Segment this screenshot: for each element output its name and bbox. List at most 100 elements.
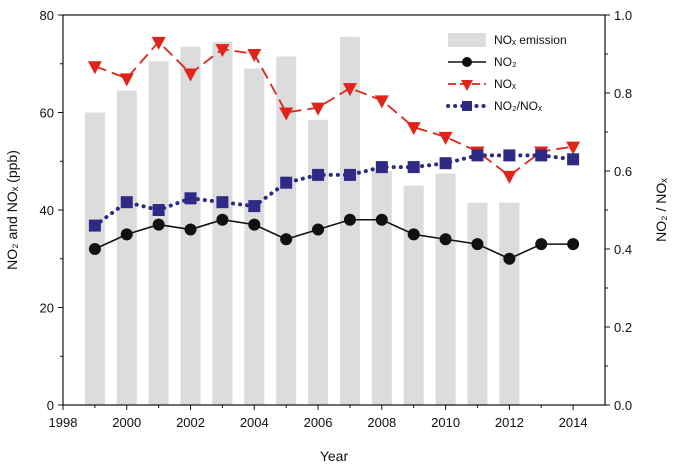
marker-square bbox=[120, 196, 133, 209]
line-series-3 bbox=[88, 149, 580, 232]
marker-square bbox=[462, 101, 472, 111]
marker-circle bbox=[375, 213, 388, 226]
marker-square bbox=[343, 168, 356, 181]
bar bbox=[276, 56, 297, 405]
marker-circle bbox=[216, 213, 229, 226]
marker-circle bbox=[535, 238, 548, 251]
marker-circle bbox=[88, 243, 101, 255]
series-line bbox=[94, 40, 574, 178]
bar bbox=[148, 61, 169, 405]
marker-circle bbox=[503, 252, 516, 265]
x-tick-label: 2002 bbox=[176, 415, 205, 430]
y-left-tick-label: 60 bbox=[40, 106, 54, 121]
marker-square bbox=[535, 149, 548, 162]
marker-circle bbox=[462, 57, 472, 67]
marker-triangle bbox=[87, 61, 102, 75]
bar bbox=[371, 171, 392, 405]
marker-square bbox=[471, 149, 484, 162]
marker-square bbox=[312, 168, 325, 181]
marker-square bbox=[503, 149, 516, 162]
bar bbox=[244, 68, 265, 405]
y-right-tick-label: 0.8 bbox=[614, 86, 632, 101]
marker-circle bbox=[280, 233, 293, 246]
legend-item: NOₓ bbox=[448, 77, 516, 91]
x-tick-label: 1998 bbox=[49, 415, 78, 430]
marker-square bbox=[280, 176, 293, 189]
marker-square bbox=[375, 161, 388, 174]
legend-item: NOₓ emission bbox=[448, 33, 567, 47]
x-tick-label: 2000 bbox=[112, 415, 141, 430]
marker-triangle bbox=[502, 170, 517, 184]
y-axis-right-title: NO₂ / NOₓ bbox=[653, 178, 669, 242]
y-left-tick-label: 40 bbox=[40, 203, 54, 218]
marker-triangle bbox=[215, 44, 230, 58]
marker-square bbox=[152, 204, 165, 216]
bar bbox=[308, 119, 329, 405]
line-series bbox=[87, 36, 581, 265]
marker-triangle bbox=[151, 36, 166, 50]
marker-triangle bbox=[461, 80, 473, 91]
marker-circle bbox=[184, 223, 197, 236]
marker-circle bbox=[248, 218, 261, 231]
plot-frame bbox=[62, 14, 606, 406]
marker-square bbox=[216, 196, 229, 209]
marker-triangle bbox=[406, 122, 421, 136]
legend-item: NO₂/NOₓ bbox=[446, 99, 542, 113]
line-series-1 bbox=[88, 213, 580, 265]
x-tick-label: 2004 bbox=[240, 415, 269, 430]
y-right-tick-label: 0.0 bbox=[614, 398, 632, 413]
marker-square bbox=[88, 219, 101, 232]
marker-circle bbox=[407, 228, 420, 241]
bar bbox=[403, 185, 424, 405]
marker-circle bbox=[567, 238, 580, 251]
marker-square bbox=[407, 161, 420, 174]
bar bbox=[499, 202, 520, 405]
marker-square bbox=[184, 192, 197, 205]
x-tick-label: 2014 bbox=[559, 415, 588, 430]
marker-triangle bbox=[183, 68, 198, 82]
x-tick-label: 2006 bbox=[304, 415, 333, 430]
x-tick-label: 2010 bbox=[431, 415, 460, 430]
series-line bbox=[94, 218, 574, 260]
marker-circle bbox=[120, 228, 133, 241]
y-left-tick-label: 80 bbox=[40, 8, 54, 23]
y-left-tick-label: 20 bbox=[40, 301, 54, 316]
marker-triangle bbox=[342, 83, 357, 97]
x-axis-title: Year bbox=[320, 448, 349, 464]
marker-square bbox=[567, 153, 580, 166]
y-left-tick-label: 0 bbox=[47, 398, 54, 413]
legend-label: NO₂ bbox=[494, 55, 517, 69]
marker-square bbox=[439, 157, 452, 170]
y-right-tick-label: 0.6 bbox=[614, 164, 632, 179]
legend-item: NO₂ bbox=[448, 55, 517, 69]
series-line bbox=[92, 153, 576, 228]
legend: NOₓ emission NO₂ NOₓ NO₂/NOₓ bbox=[446, 33, 567, 113]
marker-circle bbox=[152, 218, 165, 231]
x-tick-label: 2012 bbox=[495, 415, 524, 430]
marker-square bbox=[248, 200, 261, 213]
y-right-tick-label: 0.4 bbox=[614, 242, 632, 257]
marker-triangle bbox=[247, 49, 262, 62]
x-tick-label: 2008 bbox=[367, 415, 396, 430]
marker-triangle bbox=[119, 73, 134, 87]
marker-circle bbox=[312, 223, 325, 236]
legend-label: NO₂/NOₓ bbox=[494, 99, 542, 113]
bar bbox=[84, 112, 105, 405]
marker-triangle bbox=[311, 102, 326, 116]
y-right-tick-label: 1.0 bbox=[614, 8, 632, 23]
marker-triangle bbox=[566, 141, 581, 155]
marker-circle bbox=[343, 213, 356, 226]
marker-circle bbox=[471, 238, 484, 251]
legend-label: NOₓ bbox=[494, 77, 516, 91]
legend-label: NOₓ emission bbox=[494, 33, 567, 47]
axes: 1998 2000 2002 2004 2006 2008 2010 2012 2014 0 20 4… bbox=[40, 8, 633, 430]
marker-circle bbox=[439, 233, 452, 246]
marker-triangle bbox=[438, 131, 453, 145]
marker-triangle bbox=[374, 95, 389, 109]
bar bbox=[467, 202, 488, 405]
bar-series-nox-emission bbox=[84, 36, 520, 405]
y-axis-left-title: NO₂ and NOₓ (ppb) bbox=[4, 150, 20, 270]
legend-swatch-bar bbox=[448, 33, 486, 47]
marker-triangle bbox=[279, 107, 294, 121]
